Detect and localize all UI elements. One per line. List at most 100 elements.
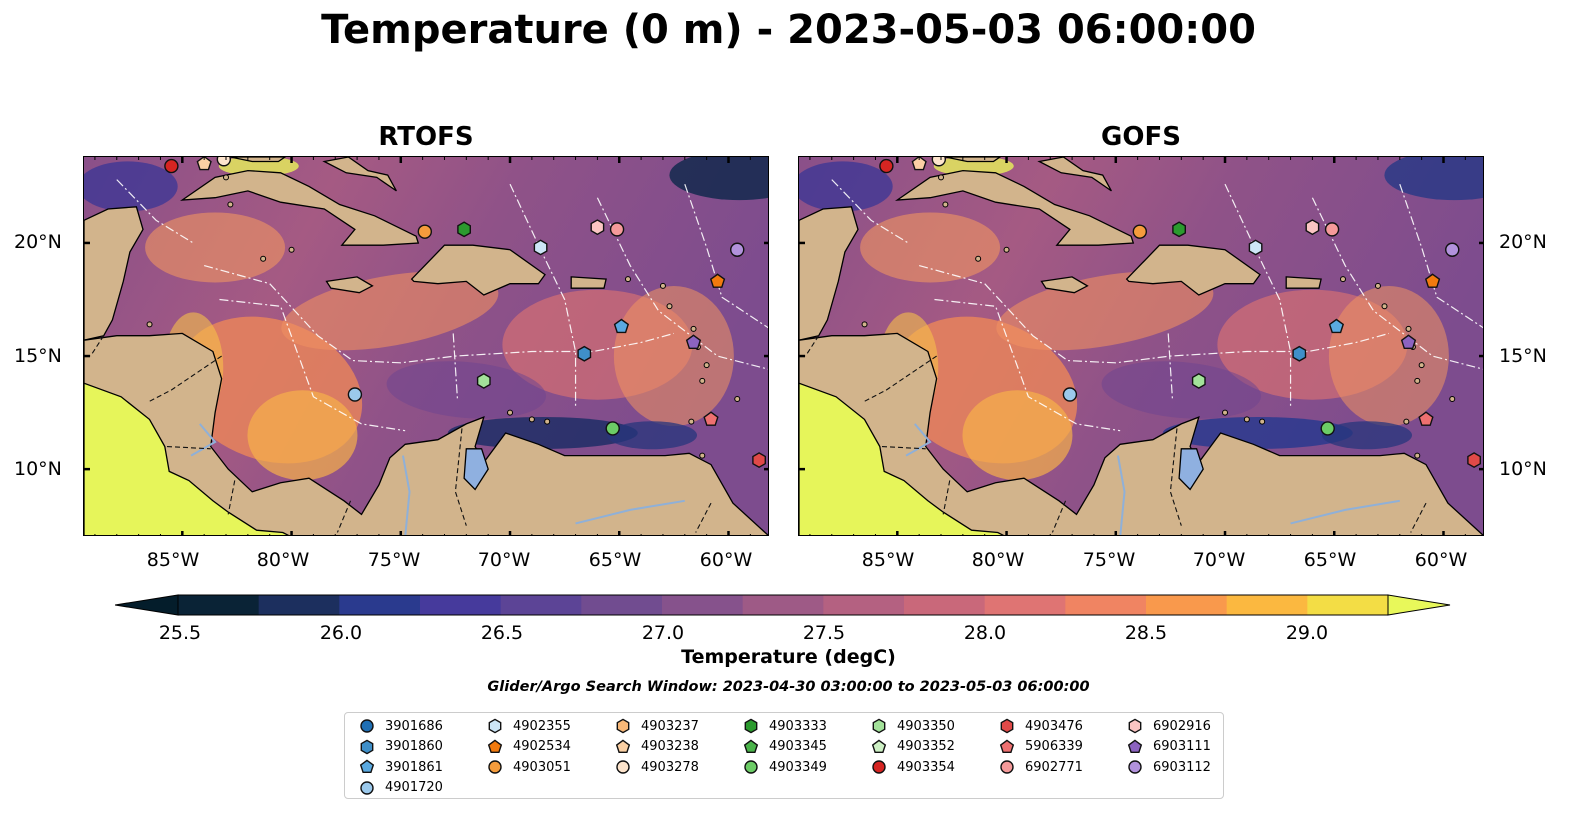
platform-marker-3901861 (613, 318, 630, 334)
land-yucatan (799, 206, 859, 341)
circle-marker-icon (1128, 760, 1142, 774)
platform-marker-4903349 (605, 421, 620, 436)
axis-ticks (799, 157, 1483, 535)
legend-marker (360, 780, 374, 795)
eez-boundary (116, 179, 194, 244)
platform-marker-4903350 (1191, 372, 1206, 389)
colorbar-tick-26-5: 26.5 (480, 622, 524, 644)
legend-marker (1000, 760, 1014, 774)
platform-marker-4903278 (216, 157, 232, 167)
island (734, 396, 741, 403)
island (1381, 303, 1388, 310)
legend-marker (999, 739, 1015, 753)
eez-boundary (918, 264, 1390, 364)
pentagon-marker-icon (487, 739, 503, 753)
legend-item-5906339: 5906339 (999, 737, 1083, 757)
colorbar-tick-28-5: 28.5 (1124, 622, 1168, 644)
island (690, 325, 697, 332)
island (1403, 418, 1410, 425)
river (575, 499, 685, 525)
land-puertoRico (1285, 276, 1322, 289)
island (227, 201, 234, 208)
eez-boundary (452, 333, 459, 402)
platform-marker-4903278 (931, 157, 947, 167)
warm-water-region (281, 271, 499, 351)
colorbar-segment (823, 595, 905, 615)
lon-tick-gofs-85w: 85°W (861, 549, 915, 571)
lake-maracaibo (1178, 448, 1204, 491)
platform-marker-4903476 (752, 452, 766, 469)
country-border (149, 355, 222, 402)
legend-marker (744, 718, 758, 734)
colorbar-tick-27-5: 27.5 (802, 622, 846, 644)
colorbar-segment (1307, 595, 1389, 615)
legend-label: 4903352 (897, 739, 955, 754)
legend-label: 4903349 (769, 759, 827, 775)
legend-label: 4903238 (641, 739, 699, 754)
platform-marker-6902771 (609, 222, 625, 237)
colorbar-segment (1065, 595, 1147, 615)
warm-water-region (962, 390, 1073, 481)
country-border (942, 480, 951, 515)
legend-marker (1127, 739, 1143, 753)
platform-marker-3901860 (577, 345, 592, 362)
legend-marker (360, 719, 374, 733)
legend-label: 4903051 (513, 759, 571, 775)
legend-label: 4902534 (513, 739, 571, 754)
eez-boundary (684, 183, 768, 329)
pacific-coast (799, 382, 1005, 535)
island (223, 174, 230, 181)
cool-water-region (1384, 157, 1483, 201)
land-hispaniola (410, 244, 546, 296)
legend-item-4903476: 4903476 (999, 716, 1083, 736)
island (1374, 282, 1381, 289)
colorbar-segment (1146, 595, 1228, 615)
lat-tick-left-15n: 15°N (14, 345, 62, 367)
search-window-subtitle: Glider/Argo Search Window: 2023-04-30 03… (487, 679, 1090, 695)
lat-tick-right-20n: 20°N (1499, 231, 1547, 253)
platform-marker-5906339 (1418, 411, 1434, 426)
legend-marker (488, 718, 502, 734)
island (1003, 246, 1010, 253)
legend-label: 6903111 (1153, 739, 1211, 754)
upwelling-region (1322, 421, 1413, 450)
platform-marker-4903354 (164, 158, 179, 174)
colorbar-extend-low (115, 594, 179, 616)
legend-label: 4903350 (897, 718, 955, 734)
eez-boundary (1311, 197, 1483, 370)
country-border (864, 355, 937, 402)
legend-item-4902534: 4902534 (487, 737, 571, 757)
legend-marker (360, 739, 374, 754)
island (1414, 377, 1421, 384)
legend-label: 3901686 (385, 718, 443, 734)
platform-marker-4903238 (196, 157, 212, 171)
legend-label: 6902771 (1025, 759, 1083, 775)
lon-tick-gofs-65w: 65°W (1303, 549, 1357, 571)
panel-title-rtofs: RTOFS (378, 122, 474, 152)
river (905, 423, 932, 457)
island (528, 416, 535, 423)
eez-boundary (219, 298, 406, 432)
platform-marker-6903112 (730, 242, 745, 257)
platform-marker-6902771 (1324, 222, 1340, 237)
legend-item-3901861: 3901861 (359, 757, 443, 777)
legend-marker (744, 760, 758, 774)
circle-marker-icon (744, 760, 758, 774)
pentagon-marker-icon (999, 739, 1015, 753)
pentagon-marker-icon (743, 739, 759, 753)
land-bahamas (322, 157, 397, 192)
colorbar-segment (984, 595, 1066, 615)
land-florida (945, 157, 1002, 163)
lon-tick-gofs-80w: 80°W (971, 549, 1025, 571)
colorbar-tick-29-0: 29.0 (1285, 622, 1329, 644)
platform-legend: 3901686 3901860 3901861 4901720 4902355 49025… (344, 712, 1224, 799)
colorbar-segment (904, 595, 986, 615)
eez-boundary (509, 183, 577, 406)
platform-marker-6902916 (590, 219, 605, 236)
circle-marker-icon (1000, 760, 1014, 774)
island (659, 282, 666, 289)
legend-item-4903333: 4903333 (743, 716, 827, 736)
cool-water-region (669, 157, 768, 201)
legend-label: 5906339 (1025, 739, 1083, 754)
legend-label: 3901861 (385, 759, 443, 775)
